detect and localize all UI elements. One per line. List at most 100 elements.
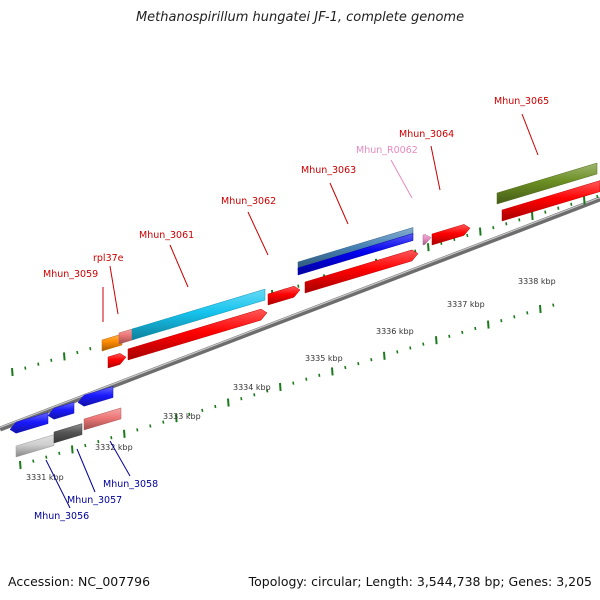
tick-mark-upper [24, 366, 27, 370]
tick-mark-lower [513, 315, 516, 319]
tick-mark-lower [266, 389, 269, 393]
gene-label: Mhun_3061 [139, 230, 194, 241]
topology-text: Topology: circular; Length: 3,544,738 bp… [248, 574, 592, 589]
gene-feature[interactable] [501, 180, 600, 222]
tick-mark-lower [97, 439, 100, 444]
tick-mark-upper [466, 233, 469, 238]
leader-line [109, 440, 131, 477]
gene-feature[interactable] [496, 162, 598, 205]
tick-mark-lower [539, 304, 542, 314]
axis-label: 3338 kbp [518, 277, 556, 286]
gene-label: Mhun_3064 [399, 129, 454, 140]
gene-label: Mhun_3065 [494, 96, 549, 107]
tick-mark-upper [518, 218, 521, 222]
tick-mark-lower [552, 303, 555, 307]
gene-feature[interactable] [9, 412, 49, 434]
tick-mark-lower [396, 350, 399, 354]
gene-feature[interactable] [431, 224, 471, 246]
gene-feature[interactable] [267, 285, 301, 306]
tick-mark-lower [461, 330, 464, 335]
map-title: Methanospirillum hungatei JF-1, complete… [135, 10, 465, 25]
tick-mark-lower [344, 365, 347, 370]
gene-feature[interactable] [77, 386, 114, 407]
tick-mark-upper [505, 222, 508, 226]
tick-mark-upper [557, 206, 560, 210]
tick-mark-lower [19, 460, 22, 470]
tick-mark-lower [422, 342, 425, 346]
gene-feature[interactable] [297, 233, 414, 276]
tick-mark-lower [45, 455, 48, 459]
axis-label: 3337 kbp [447, 300, 485, 309]
tick-mark-lower [214, 404, 217, 409]
tick-mark-lower [474, 326, 477, 331]
tick-mark-lower [136, 428, 139, 432]
gene-feature[interactable] [107, 353, 127, 369]
gene-feature[interactable] [422, 234, 432, 246]
tick-mark-lower [318, 373, 321, 377]
tick-mark-upper [37, 362, 40, 366]
axis-label: 3333 kbp [163, 412, 201, 421]
tick-mark-lower [435, 336, 438, 345]
gene-label: Mhun_3063 [301, 165, 356, 176]
tick-mark-lower [357, 361, 360, 366]
gene-feature[interactable] [47, 401, 75, 420]
gene-feature[interactable] [131, 288, 266, 341]
tick-mark-lower [149, 424, 152, 428]
tick-mark-upper [531, 211, 534, 221]
leader-line [521, 113, 539, 156]
tick-mark-upper [297, 284, 300, 288]
gene-feature[interactable] [101, 333, 123, 352]
leader-line [329, 182, 349, 225]
axis-label: 3336 kbp [376, 327, 414, 336]
gene-feature[interactable] [15, 434, 55, 458]
genome-backbone-highlight [0, 196, 600, 429]
leader-line [45, 459, 71, 509]
gene-label: Mhun_3059 [43, 269, 98, 280]
tick-mark-lower [331, 367, 334, 376]
gene-label: rpl37e [93, 253, 124, 264]
tick-mark-lower [305, 377, 308, 381]
tick-mark-lower [201, 408, 204, 413]
tick-mark-upper [570, 202, 573, 206]
tick-mark-lower [162, 420, 165, 424]
tick-mark-lower [188, 412, 191, 416]
leader-line [76, 448, 96, 493]
gene-feature[interactable] [127, 308, 268, 361]
gene-label: Mhun_R0062 [356, 145, 418, 156]
tick-mark-upper [427, 243, 430, 252]
axis-label: 3334 kbp [233, 383, 271, 392]
tick-mark-upper [11, 367, 14, 377]
tick-mark-lower [123, 429, 126, 438]
tick-mark-upper [596, 194, 599, 199]
gene-label: Mhun_3062 [221, 196, 276, 207]
tick-mark-upper [89, 346, 92, 351]
tick-mark-lower [279, 382, 282, 392]
tick-mark-lower [71, 445, 74, 454]
tick-mark-upper [76, 350, 79, 355]
tick-mark-lower [526, 311, 529, 315]
leader-line [430, 145, 441, 191]
tick-mark-lower [240, 397, 243, 401]
tick-mark-upper [50, 358, 53, 362]
gene-feature[interactable] [53, 423, 83, 444]
tick-mark-upper [63, 352, 66, 361]
tick-mark-lower [110, 436, 113, 440]
tick-mark-upper [544, 210, 547, 214]
leader-line [169, 244, 189, 288]
tick-mark-lower [32, 459, 35, 463]
tick-mark-lower [383, 351, 386, 360]
tick-mark-lower [370, 358, 373, 362]
axis-label: 3335 kbp [305, 354, 343, 363]
axis-label: 3331 kbp [26, 473, 64, 482]
tick-mark-lower [500, 319, 503, 323]
gene-label: Mhun_3058 [103, 479, 158, 490]
tick-mark-lower [175, 414, 178, 423]
leader-line [247, 211, 269, 256]
gene-label: Mhun_3056 [34, 511, 89, 522]
gene-feature[interactable] [83, 407, 122, 431]
tick-mark-lower [58, 451, 61, 455]
accession-text: Accession: NC_007796 [8, 574, 151, 589]
gene-feature[interactable] [304, 249, 419, 294]
leader-line [109, 265, 119, 315]
